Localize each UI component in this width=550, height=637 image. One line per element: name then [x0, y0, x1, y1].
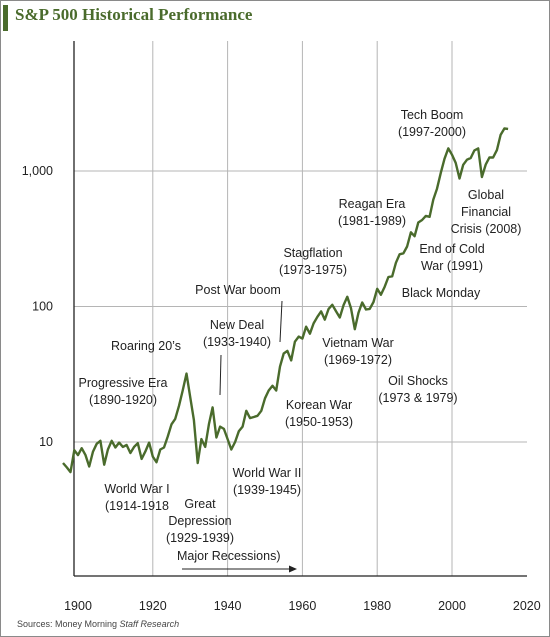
x-tick-label: 2020 [513, 599, 541, 611]
annotation-line: Crisis (2008) [451, 222, 522, 236]
annotation-line: Korean War [286, 398, 352, 412]
annotation-line: End of Cold [419, 242, 484, 256]
x-tick-label: 1960 [288, 599, 316, 611]
pointer-post-war [279, 300, 283, 343]
annotation-line: World War II [233, 466, 302, 480]
source-prefix: Sources: Money Morning [17, 619, 120, 629]
annotation-line: (1969-1972) [324, 353, 392, 367]
y-tick-label: 10 [39, 435, 53, 449]
annotation-line: (1933-1940) [203, 335, 271, 349]
annotation-line: (1973 & 1979) [378, 391, 457, 405]
x-tick-label: 1900 [64, 599, 92, 611]
chart-svg: 10 100 1,000 1900 1920 1940 1960 1980 2000 2020 Te… [22, 41, 541, 611]
annotation-line: World War I [104, 482, 169, 496]
annotation-line: Progressive Era [79, 376, 168, 390]
annotation-label: World War II (1939-1945) [233, 466, 302, 497]
annotation-label: End of Cold War (1991) [419, 242, 484, 273]
annotation-line: Black Monday [402, 286, 481, 300]
annotation-line: Global [468, 188, 504, 202]
annotation-line: Vietnam War [322, 336, 394, 350]
x-tick-label: 1920 [139, 599, 167, 611]
chart-title: S&P 500 Historical Performance [15, 5, 253, 24]
annotation-label: Stagflation (1973-1975) [279, 246, 347, 277]
annotation-line: Tech Boom [401, 108, 464, 122]
pointer-new-deal [219, 354, 222, 396]
annotation-line: Major Recessions) [177, 549, 281, 563]
annotation-line: (1929-1939) [166, 531, 234, 545]
annotation-label: Reagan Era (1981-1989) [338, 197, 406, 228]
sp500-series-line [62, 127, 509, 474]
annotation-line: (1939-1945) [233, 483, 301, 497]
x-tick-label: 1940 [214, 599, 242, 611]
y-tick-label: 1,000 [22, 164, 53, 178]
annotation-line: (1950-1953) [285, 415, 353, 429]
annotation-label: Great Depression (1929-1939) [166, 497, 234, 545]
annotation-line: Stagflation [283, 246, 342, 260]
annotation-label: Black Monday [402, 286, 481, 300]
annotation-label: Progressive Era (1890-1920) [79, 376, 168, 407]
annotation-line: (1890-1920) [89, 393, 157, 407]
annotation-line: New Deal [210, 318, 264, 332]
annotation-line: (1997-2000) [398, 125, 466, 139]
x-tick-label: 1980 [363, 599, 391, 611]
annotation-line: War (1991) [421, 259, 483, 273]
recessions-arrowhead [289, 565, 297, 573]
source-emphasis: Staff Research [119, 619, 180, 629]
annotation-line: Great [184, 497, 216, 511]
annotation-label: Tech Boom (1997-2000) [398, 108, 466, 139]
annotation-line: Post War boom [195, 283, 281, 297]
annotation-label: Vietnam War (1969-1972) [322, 336, 394, 367]
source-note: Sources: Money Morning Staff Research [17, 619, 179, 629]
x-tick-label: 2000 [438, 599, 466, 611]
annotation-label: New Deal (1933-1940) [203, 318, 271, 349]
annotation-line: Oil Shocks [388, 374, 448, 388]
annotation-line: (1914-1918 [105, 499, 169, 513]
annotation-label: Major Recessions) [177, 549, 281, 563]
annotation-line: Roaring 20’s [111, 339, 181, 353]
title-accent-bar [3, 5, 8, 31]
annotation-label: Roaring 20’s [111, 339, 181, 353]
annotation-line: Reagan Era [339, 197, 406, 211]
y-tick-label: 100 [32, 300, 53, 314]
annotation-line: Financial [461, 205, 511, 219]
annotation-line: (1973-1975) [279, 263, 347, 277]
annotation-label: Oil Shocks (1973 & 1979) [378, 374, 457, 405]
annotation-label: Global Financial Crisis (2008) [451, 188, 522, 236]
annotation-label: Post War boom [195, 283, 281, 297]
annotation-line: Depression [168, 514, 231, 528]
annotation-label: World War I (1914-1918 [104, 482, 169, 513]
annotation-label: Korean War (1950-1953) [285, 398, 353, 429]
annotation-line: (1981-1989) [338, 214, 406, 228]
